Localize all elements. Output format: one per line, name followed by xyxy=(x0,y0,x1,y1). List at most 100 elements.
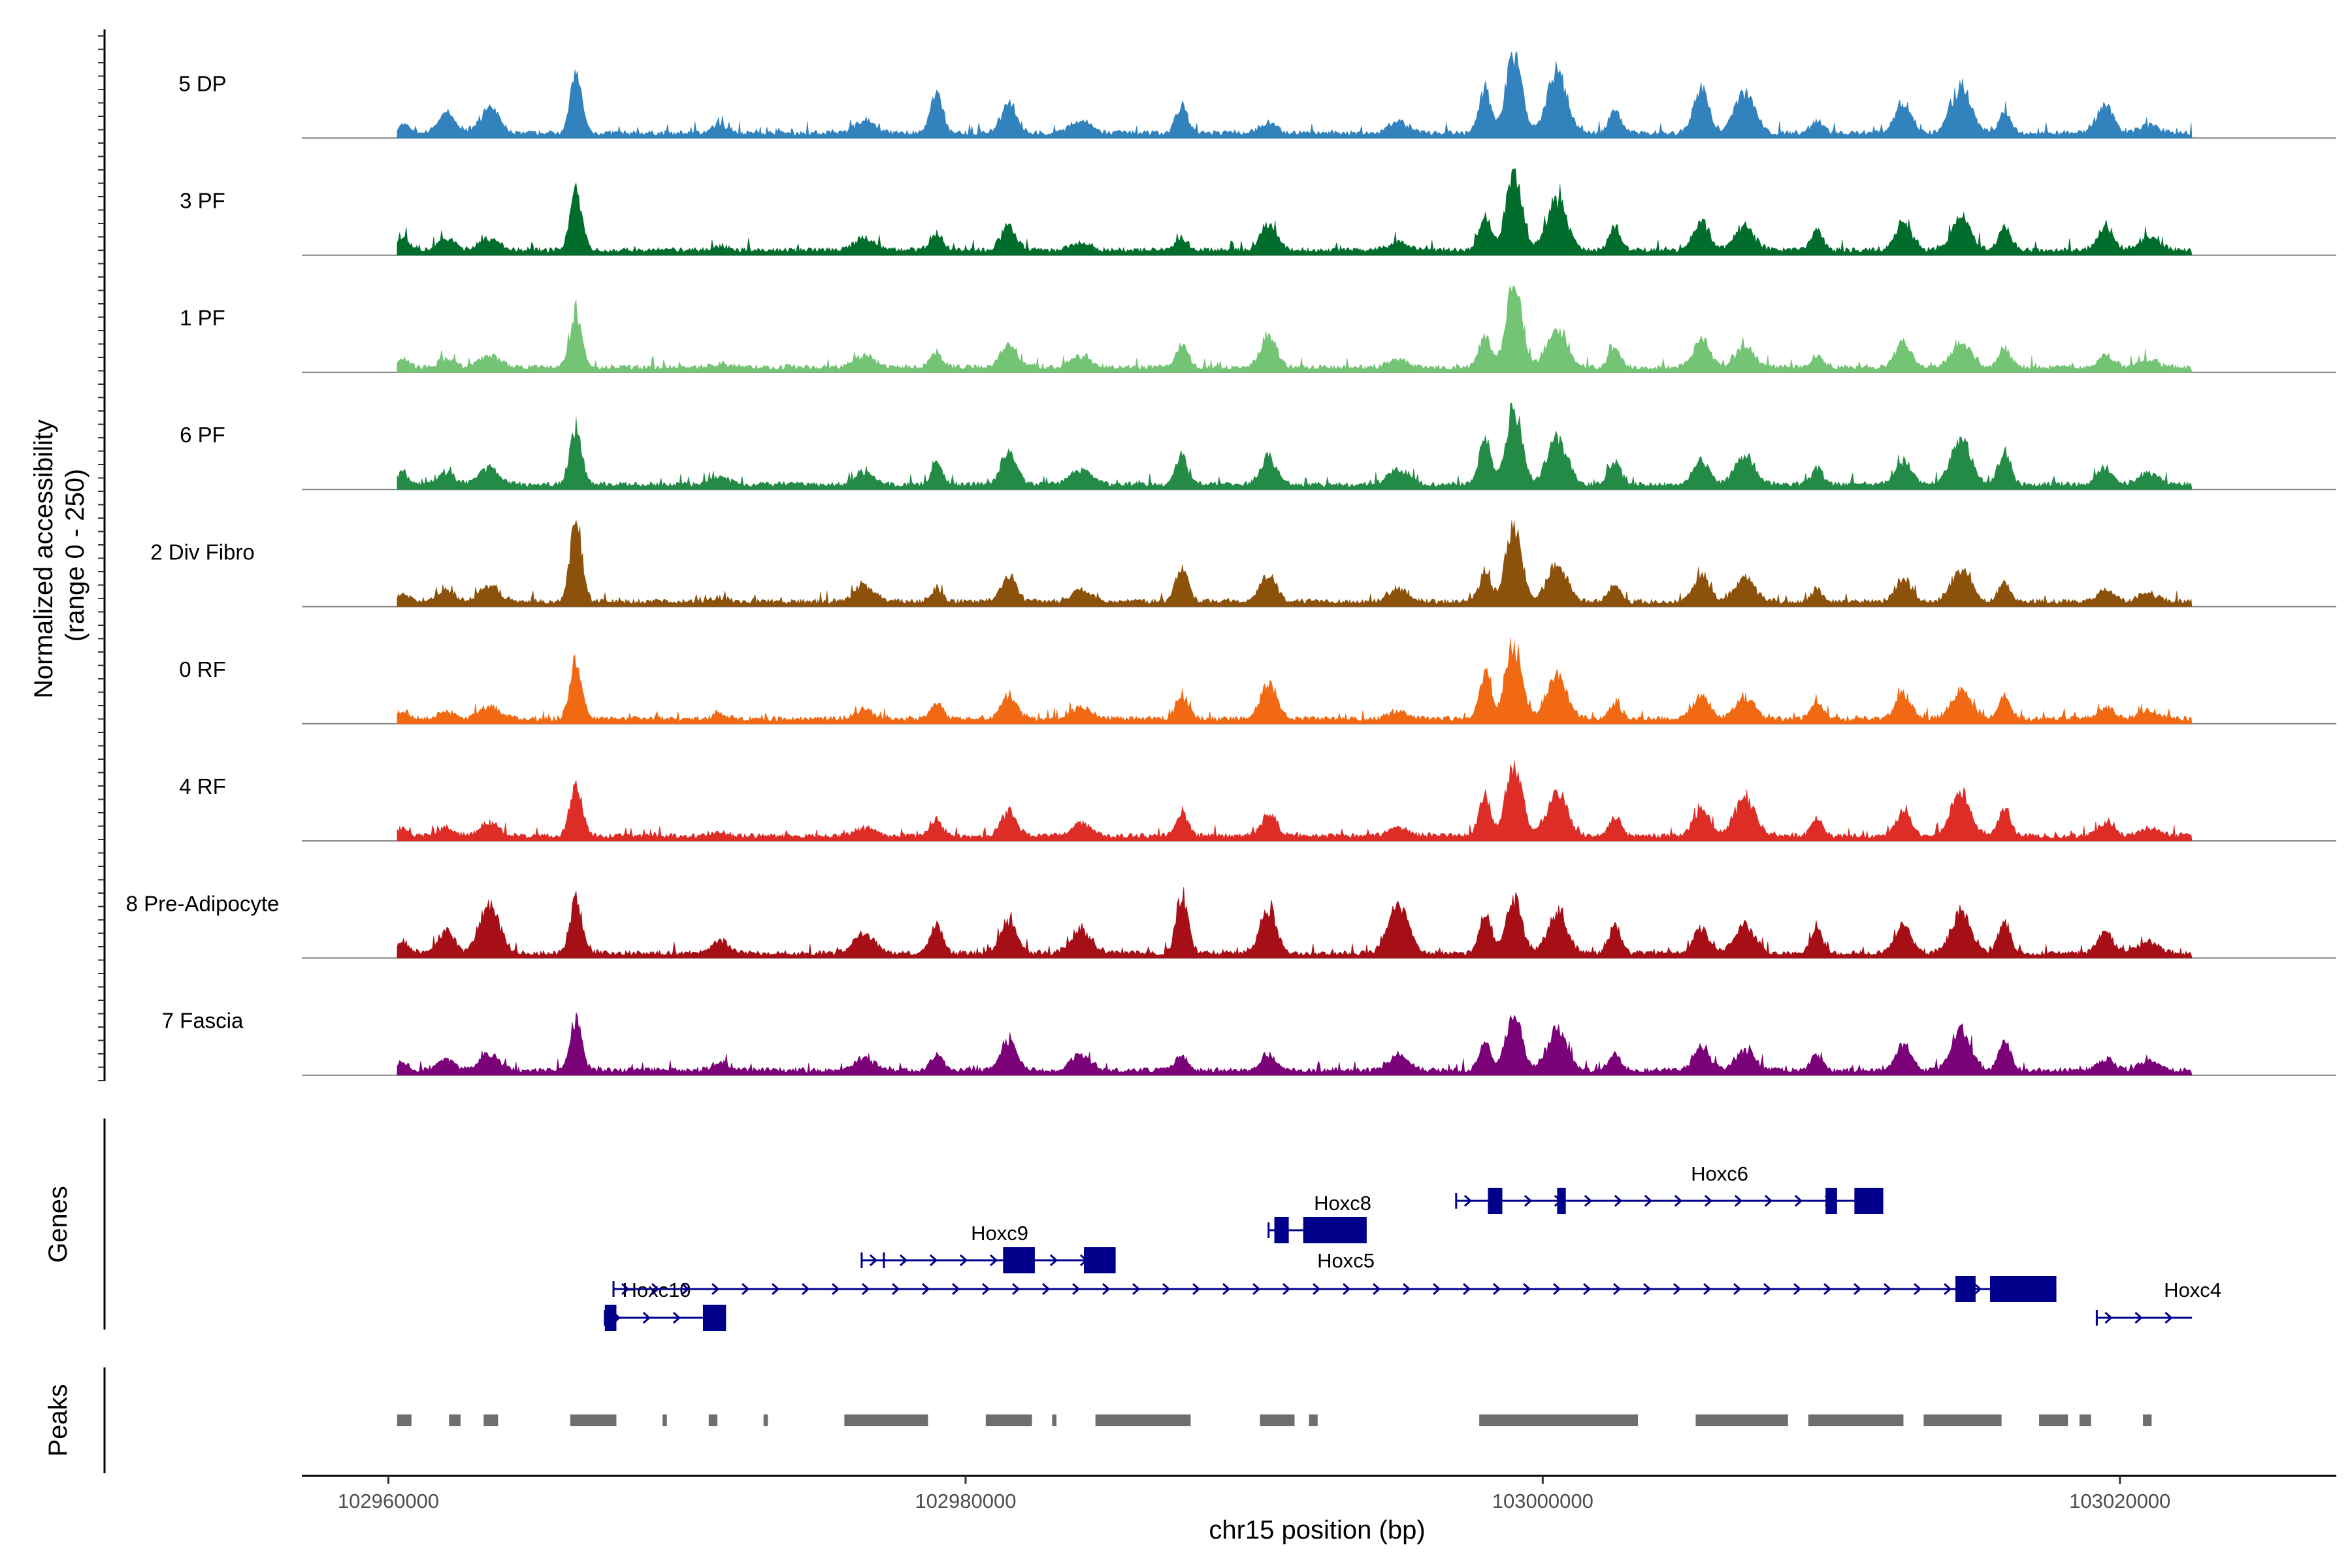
strand-arrow xyxy=(1222,1282,1231,1296)
exon xyxy=(1003,1247,1035,1273)
track-8: 8 Pre-Adipocyte xyxy=(126,887,2336,959)
strand-arrow xyxy=(1343,1282,1351,1296)
strand-arrow xyxy=(1673,1282,1682,1296)
exon xyxy=(1557,1188,1566,1214)
strand-arrow xyxy=(922,1282,930,1296)
strand-arrow xyxy=(1823,1282,1832,1296)
y-axis-title: Normalized accessibility (range 0 - 250) xyxy=(29,412,90,698)
strand-arrow xyxy=(1734,1194,1743,1207)
peak xyxy=(844,1414,928,1426)
strand-arrow xyxy=(892,1282,900,1296)
peak xyxy=(763,1414,768,1426)
peak xyxy=(483,1414,498,1426)
gene-hoxc9: Hoxc9 xyxy=(860,1222,1116,1273)
genes-panel-label: Genes xyxy=(44,1186,73,1263)
coverage-y-axis xyxy=(98,29,106,1081)
strand-arrow xyxy=(1012,1282,1021,1296)
track-3: 1 PF xyxy=(180,285,2336,373)
strand-arrow xyxy=(1313,1282,1321,1296)
gene-hoxc4: Hoxc4 xyxy=(2095,1279,2221,1326)
strand-arrow xyxy=(1463,1194,1473,1207)
gene-hoxc6: Hoxc6 xyxy=(1455,1162,1884,1214)
strand-arrow xyxy=(642,1311,651,1324)
x-tick-label: 102960000 xyxy=(338,1490,439,1512)
strand-arrow xyxy=(802,1282,810,1296)
gene-label: Hoxc4 xyxy=(2164,1279,2221,1301)
strand-arrow xyxy=(1072,1282,1081,1296)
peak xyxy=(1808,1414,1904,1426)
strand-arrow xyxy=(742,1282,750,1296)
gene-annotations: Hoxc10 Hoxc5 Hoxc9 Hoxc8 Hoxc6 Hoxc4 xyxy=(604,1162,2221,1331)
peak xyxy=(1923,1414,2002,1426)
peak xyxy=(1095,1414,1191,1426)
strand-arrow xyxy=(681,1282,690,1296)
strand-arrow xyxy=(1584,1194,1593,1207)
strand-arrow xyxy=(869,1254,878,1267)
strand-arrow xyxy=(1854,1282,1862,1296)
strand-arrow xyxy=(1192,1282,1201,1296)
peak xyxy=(1695,1414,1788,1426)
track-label: 8 Pre-Adipocyte xyxy=(126,891,280,915)
strand-arrow xyxy=(1613,1282,1622,1296)
gene-label: Hoxc6 xyxy=(1691,1162,1748,1185)
gene-label: Hoxc8 xyxy=(1314,1192,1371,1215)
track-7: 4 RF xyxy=(179,760,2336,842)
strand-arrow xyxy=(1793,1282,1802,1296)
strand-arrow xyxy=(1703,1282,1712,1296)
track-label: 2 Div Fibro xyxy=(150,540,255,564)
coverage-area xyxy=(397,1012,2193,1075)
strand-arrow xyxy=(772,1282,780,1296)
x-tick-label: 103000000 xyxy=(1492,1490,1593,1512)
strand-arrow xyxy=(651,1282,660,1296)
strand-arrow xyxy=(1493,1282,1501,1296)
x-axis-ticks: 102960000 102980000 103000000 103020000 xyxy=(338,1476,2170,1512)
gene-hoxc8: Hoxc8 xyxy=(1267,1192,1371,1243)
coverage-area xyxy=(397,402,2193,490)
peak xyxy=(708,1414,718,1426)
exon xyxy=(1854,1188,1884,1214)
strand-arrow xyxy=(1252,1282,1261,1296)
coverage-area xyxy=(397,285,2193,373)
peak xyxy=(662,1414,667,1426)
strand-arrow xyxy=(621,1282,630,1296)
peak xyxy=(397,1414,412,1426)
x-axis-title: chr15 position (bp) xyxy=(1209,1516,1425,1544)
strand-arrow xyxy=(1794,1194,1803,1207)
gene-hoxc5: Hoxc5 xyxy=(612,1249,2057,1302)
x-tick-label: 102980000 xyxy=(915,1490,1016,1512)
exon xyxy=(1825,1188,1837,1214)
strand-arrow xyxy=(959,1254,968,1267)
peak xyxy=(2143,1414,2152,1426)
track-4: 6 PF xyxy=(180,402,2336,491)
strand-arrow xyxy=(952,1282,960,1296)
peak xyxy=(1052,1414,1057,1426)
track-6: 0 RF xyxy=(179,637,2336,725)
gene-label: Hoxc9 xyxy=(971,1222,1028,1245)
coverage-area xyxy=(397,519,2193,607)
peak xyxy=(985,1414,1032,1426)
track-label: 5 DP xyxy=(178,71,226,95)
y-axis-title-line-1: Normalized accessibility xyxy=(29,419,58,698)
strand-arrow xyxy=(1403,1282,1411,1296)
peak xyxy=(2079,1414,2091,1426)
exon xyxy=(604,1305,617,1331)
strand-arrow xyxy=(1763,1282,1772,1296)
track-label: 0 RF xyxy=(179,657,226,681)
strand-arrow xyxy=(899,1254,908,1267)
strand-arrow xyxy=(1463,1282,1471,1296)
strand-arrow xyxy=(929,1254,938,1267)
coverage-area xyxy=(397,760,2193,841)
coverage-area xyxy=(397,887,2193,958)
track-9: 7 Fascia xyxy=(162,1009,2336,1076)
x-tick-label: 103020000 xyxy=(2069,1490,2170,1512)
exon xyxy=(1955,1276,1976,1302)
track-1: 5 DP xyxy=(178,51,2336,139)
strand-arrow xyxy=(1914,1282,1922,1296)
strand-arrow xyxy=(1049,1254,1058,1267)
track-label: 1 PF xyxy=(180,306,225,330)
strand-arrow xyxy=(2164,1311,2173,1324)
strand-arrow xyxy=(832,1282,840,1296)
gene-hoxc10: Hoxc10 xyxy=(604,1279,727,1331)
strand-arrow xyxy=(1644,1194,1653,1207)
exon xyxy=(1488,1188,1503,1214)
